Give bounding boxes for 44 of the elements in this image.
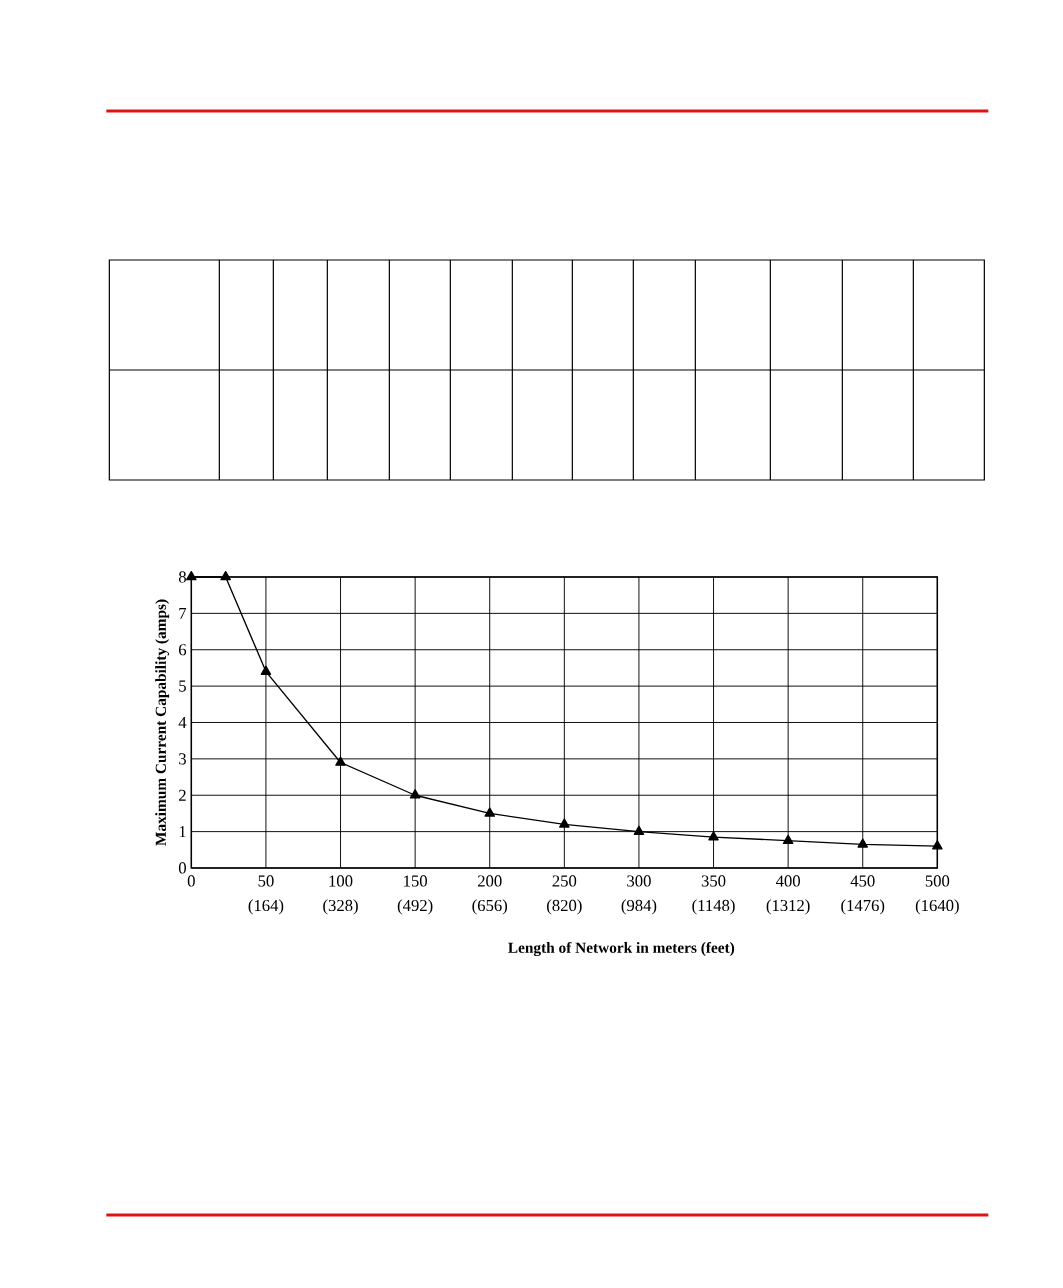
x-tick-label: 200 xyxy=(477,875,502,887)
point xyxy=(484,807,495,817)
x2-tick-label: (1148) xyxy=(692,899,735,915)
x2-tick-label: (984) xyxy=(621,899,657,915)
x2-tick-label: (1640) xyxy=(915,899,959,915)
y-tick-label: 1 xyxy=(179,826,186,838)
x2-tick-label: (656) xyxy=(472,899,507,915)
x-tick-label: 150 xyxy=(403,875,427,887)
y-tick-label: 3 xyxy=(178,753,186,765)
x-tick-label: 100 xyxy=(329,875,353,887)
y-axis-title: Maximum Current Capability (amps) xyxy=(155,599,169,846)
x-tick-label: 300 xyxy=(627,875,651,887)
y-tick-label: 0 xyxy=(178,862,186,874)
point xyxy=(409,789,421,799)
x2-tick-label: (820) xyxy=(546,899,582,915)
x-axis-title: Length of Network in meters (feet) xyxy=(507,941,734,957)
point xyxy=(782,834,794,845)
x-tick-label: 450 xyxy=(850,875,875,887)
y-tick-label: 4 xyxy=(178,717,187,728)
x-tick-label: 0 xyxy=(187,875,195,887)
y-tick-label: 8 xyxy=(178,571,186,583)
x2-tick-label: (328) xyxy=(323,899,358,915)
x-tick-label: 500 xyxy=(925,875,950,887)
y-tick-label: 5 xyxy=(179,680,186,692)
x-tick-label: 350 xyxy=(701,875,726,887)
point xyxy=(260,665,272,675)
y-tick-label: 6 xyxy=(178,644,186,656)
x-tick-label: 400 xyxy=(775,875,800,887)
y-tick-label: 7 xyxy=(179,607,186,619)
point xyxy=(708,831,719,841)
point xyxy=(857,838,868,848)
point xyxy=(335,756,346,766)
x2-tick-label: (164) xyxy=(248,899,284,915)
y-tick-label: 2 xyxy=(178,789,186,801)
point xyxy=(185,570,197,581)
x-tick-label: 50 xyxy=(258,875,274,887)
point xyxy=(633,825,645,835)
point xyxy=(558,818,570,828)
point xyxy=(931,840,943,850)
x2-tick-label: (1476) xyxy=(841,899,885,915)
point xyxy=(220,570,231,581)
x2-tick-label: (492) xyxy=(397,899,433,915)
x2-tick-label: (1312) xyxy=(766,899,810,915)
x-tick-label: 250 xyxy=(552,875,577,887)
